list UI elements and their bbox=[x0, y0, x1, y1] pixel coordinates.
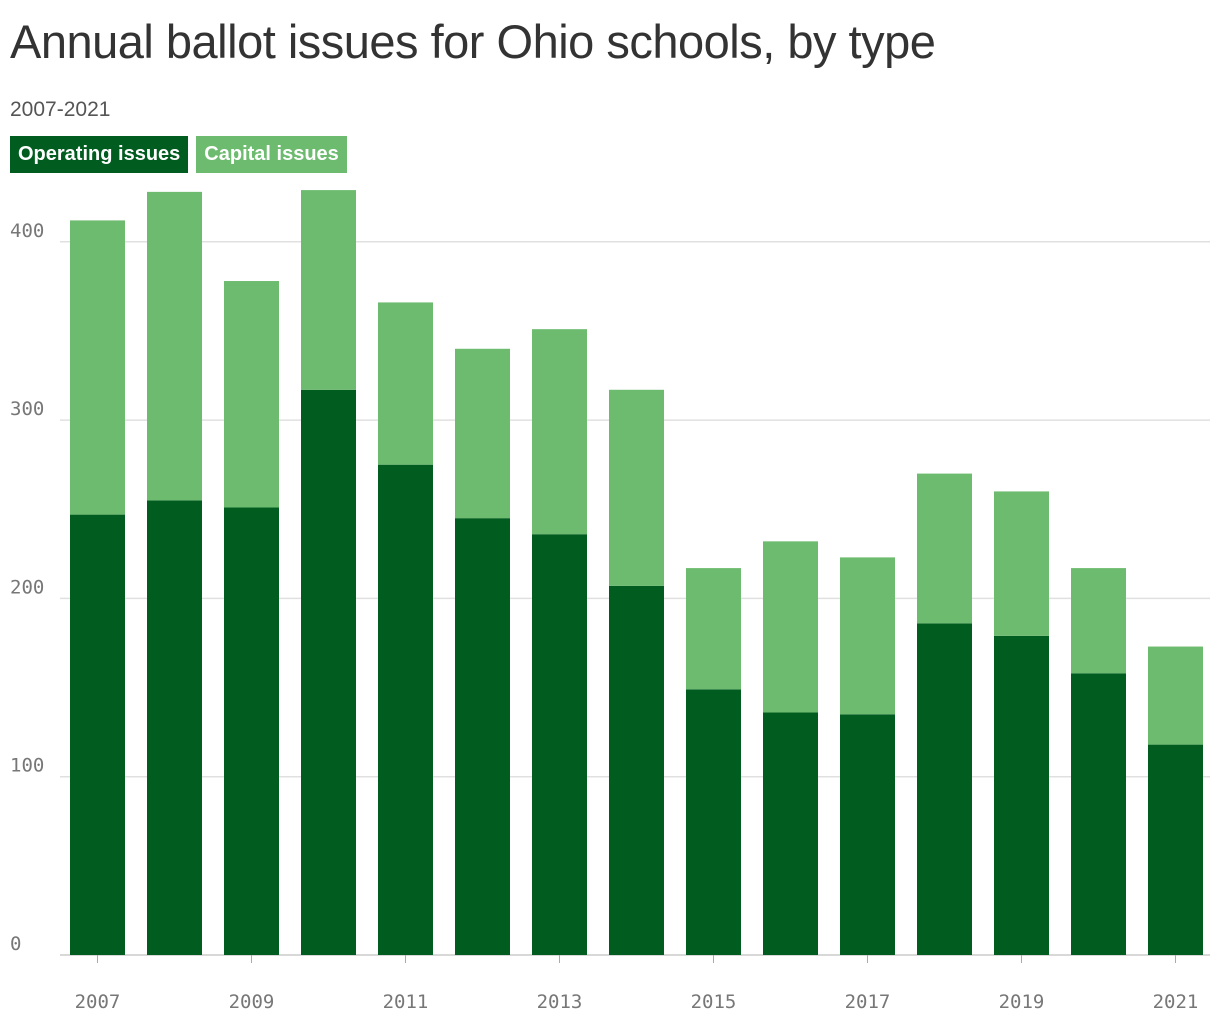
legend-operating: Operating issues bbox=[10, 136, 189, 173]
bar-capital-2007 bbox=[70, 220, 125, 515]
bar-capital-2013 bbox=[532, 329, 587, 535]
bar-capital-2009 bbox=[224, 281, 279, 508]
bar-operating-2013 bbox=[532, 534, 587, 955]
bar-operating-2012 bbox=[455, 518, 510, 955]
bar-operating-2014 bbox=[609, 585, 664, 955]
bar-operating-2020 bbox=[1071, 673, 1126, 955]
bar-operating-2017 bbox=[840, 714, 895, 955]
legend: Operating issues Capital issues bbox=[10, 136, 347, 173]
bar-operating-2010 bbox=[301, 389, 356, 955]
bar-capital-2008 bbox=[147, 191, 202, 501]
bar-operating-2015 bbox=[686, 689, 741, 955]
bar-capital-2010 bbox=[301, 190, 356, 390]
x-tick-label: 2015 bbox=[691, 991, 737, 1013]
bar-capital-2018 bbox=[917, 473, 972, 624]
bar-capital-2016 bbox=[763, 541, 818, 713]
bar-operating-2019 bbox=[994, 635, 1049, 955]
bar-capital-2019 bbox=[994, 491, 1049, 636]
x-tick-label: 2017 bbox=[845, 991, 891, 1013]
chart-subtitle: 2007-2021 bbox=[10, 98, 111, 121]
y-tick-label: 0 bbox=[10, 933, 21, 955]
legend-capital: Capital issues bbox=[196, 136, 347, 173]
x-tick-label: 2019 bbox=[999, 991, 1045, 1013]
y-tick-label: 100 bbox=[10, 755, 44, 777]
bar-capital-2011 bbox=[378, 302, 433, 465]
bar-capital-2015 bbox=[686, 568, 741, 690]
x-tick-label: 2021 bbox=[1153, 991, 1199, 1013]
chart-title: Annual ballot issues for Ohio schools, b… bbox=[10, 15, 936, 68]
x-tick-label: 2009 bbox=[229, 991, 275, 1013]
bar-capital-2017 bbox=[840, 557, 895, 715]
x-tick-label: 2011 bbox=[383, 991, 429, 1013]
bar-capital-2014 bbox=[609, 389, 664, 586]
bar-capital-2021 bbox=[1148, 646, 1203, 745]
bar-capital-2012 bbox=[455, 348, 510, 519]
bar-operating-2008 bbox=[147, 500, 202, 955]
bar-operating-2011 bbox=[378, 464, 433, 955]
y-tick-label: 200 bbox=[10, 576, 44, 598]
bar-operating-2007 bbox=[70, 514, 125, 955]
x-tick-label: 2013 bbox=[537, 991, 583, 1013]
x-tick-label: 2007 bbox=[75, 991, 121, 1013]
bar-operating-2021 bbox=[1148, 744, 1203, 955]
bar-operating-2016 bbox=[763, 712, 818, 955]
y-tick-label: 400 bbox=[10, 220, 44, 242]
bar-operating-2009 bbox=[224, 507, 279, 955]
bar-capital-2020 bbox=[1071, 568, 1126, 674]
bar-operating-2018 bbox=[917, 623, 972, 955]
y-tick-label: 300 bbox=[10, 398, 44, 420]
